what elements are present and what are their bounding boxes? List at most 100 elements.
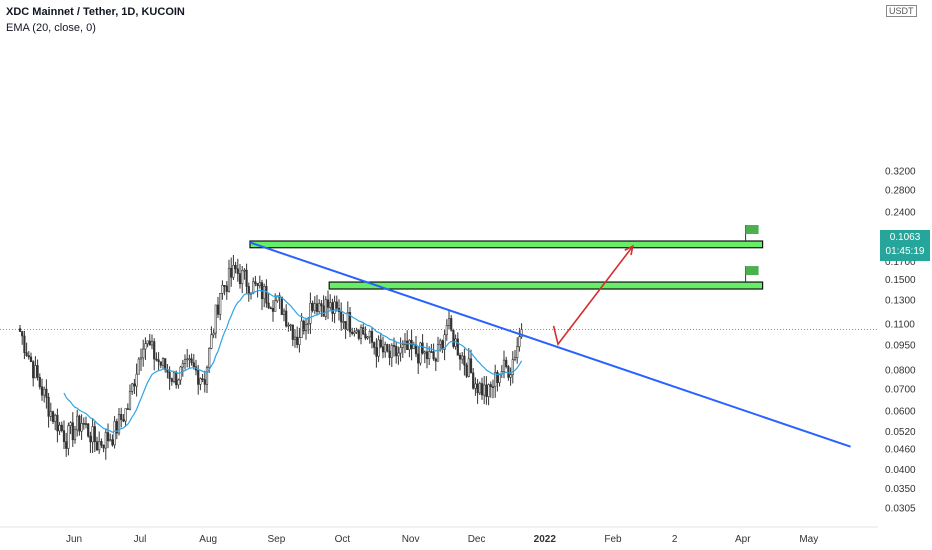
candle <box>223 285 226 296</box>
candle <box>234 261 237 274</box>
candle <box>298 327 301 353</box>
candle <box>183 354 187 370</box>
candle <box>399 337 402 362</box>
candle <box>417 346 420 375</box>
candle <box>478 381 481 396</box>
candle <box>82 417 85 430</box>
candle <box>49 402 52 422</box>
candle <box>331 298 334 322</box>
resistance-zone[interactable] <box>328 281 764 290</box>
projection-arrow[interactable] <box>552 245 634 346</box>
candle <box>293 329 297 348</box>
candle <box>256 283 259 298</box>
y-tick-label: 0.0520 <box>885 427 916 438</box>
y-tick-label: 0.0600 <box>885 407 916 418</box>
candle <box>76 409 79 437</box>
candle <box>406 330 409 350</box>
candle <box>450 315 453 332</box>
candle <box>65 432 68 457</box>
candle <box>296 326 299 349</box>
candle <box>408 339 411 358</box>
y-tick-label: 0.0700 <box>885 384 916 395</box>
candle <box>311 300 314 313</box>
candle <box>166 364 169 379</box>
candle <box>285 304 288 328</box>
candle <box>436 336 440 362</box>
candle <box>212 328 215 339</box>
candle <box>379 332 382 349</box>
candle <box>71 412 74 447</box>
candle <box>344 321 347 339</box>
candle <box>516 337 519 364</box>
candle <box>496 370 499 392</box>
y-axis[interactable]: 0.32000.28000.24000.20000.17000.15000.13… <box>878 0 932 550</box>
candle <box>434 357 437 371</box>
candle <box>60 421 63 433</box>
candle <box>315 294 319 316</box>
y-tick-label: 0.1500 <box>885 275 916 286</box>
currency-badge[interactable]: USDT <box>886 5 917 17</box>
candle <box>355 327 358 335</box>
candle <box>245 263 248 294</box>
ema-line[interactable] <box>63 289 523 433</box>
candle <box>164 358 167 373</box>
candle <box>370 327 374 349</box>
candle <box>241 266 244 294</box>
candle <box>98 431 101 454</box>
y-tick-label: 0.0800 <box>885 365 916 376</box>
candle <box>289 323 292 331</box>
candle <box>368 330 371 344</box>
candle <box>247 282 250 302</box>
candle <box>346 301 349 331</box>
candle <box>128 384 132 411</box>
candle <box>258 275 261 289</box>
candle <box>67 422 70 456</box>
candle <box>287 322 290 332</box>
candle <box>456 332 459 356</box>
candle <box>150 334 154 350</box>
current-price-value: 0.1063 <box>889 232 921 243</box>
candle <box>302 319 305 335</box>
candle <box>458 352 462 371</box>
candle <box>190 353 193 366</box>
candle <box>23 330 26 360</box>
candle <box>172 371 176 384</box>
candle <box>111 434 114 447</box>
candle <box>100 438 103 448</box>
candle <box>485 376 488 405</box>
x-tick-label: Sep <box>268 534 286 545</box>
candle <box>219 292 222 321</box>
x-tick-label: 2022 <box>534 534 557 545</box>
candle <box>161 357 165 370</box>
candle <box>117 407 121 436</box>
x-tick-label: 2 <box>672 534 678 545</box>
candle <box>278 292 281 309</box>
candle <box>227 259 231 293</box>
candle <box>104 428 107 460</box>
candle <box>25 342 28 357</box>
candle <box>265 279 268 308</box>
candle <box>421 334 424 355</box>
x-tick-label: Jul <box>134 534 147 545</box>
candle <box>106 423 110 449</box>
candle <box>102 444 105 453</box>
candle <box>340 302 343 331</box>
resistance-zone[interactable] <box>249 240 764 249</box>
candle <box>186 348 189 368</box>
candle <box>113 416 116 449</box>
candle <box>474 377 477 396</box>
descending-trendline[interactable] <box>249 241 851 448</box>
candle <box>109 433 112 442</box>
candle <box>320 300 323 317</box>
candle <box>388 343 391 366</box>
candle <box>232 254 235 280</box>
candle <box>40 378 44 401</box>
candle <box>120 407 123 428</box>
x-axis[interactable]: Jun Jul Aug Sep Oct Nov Dec 2022 Feb 2 Apr May <box>0 526 878 545</box>
indicator-label[interactable]: EMA (20, close, 0) <box>6 22 96 34</box>
candle <box>36 359 39 381</box>
candle <box>309 292 312 335</box>
candle <box>199 377 202 391</box>
candle <box>381 336 385 359</box>
